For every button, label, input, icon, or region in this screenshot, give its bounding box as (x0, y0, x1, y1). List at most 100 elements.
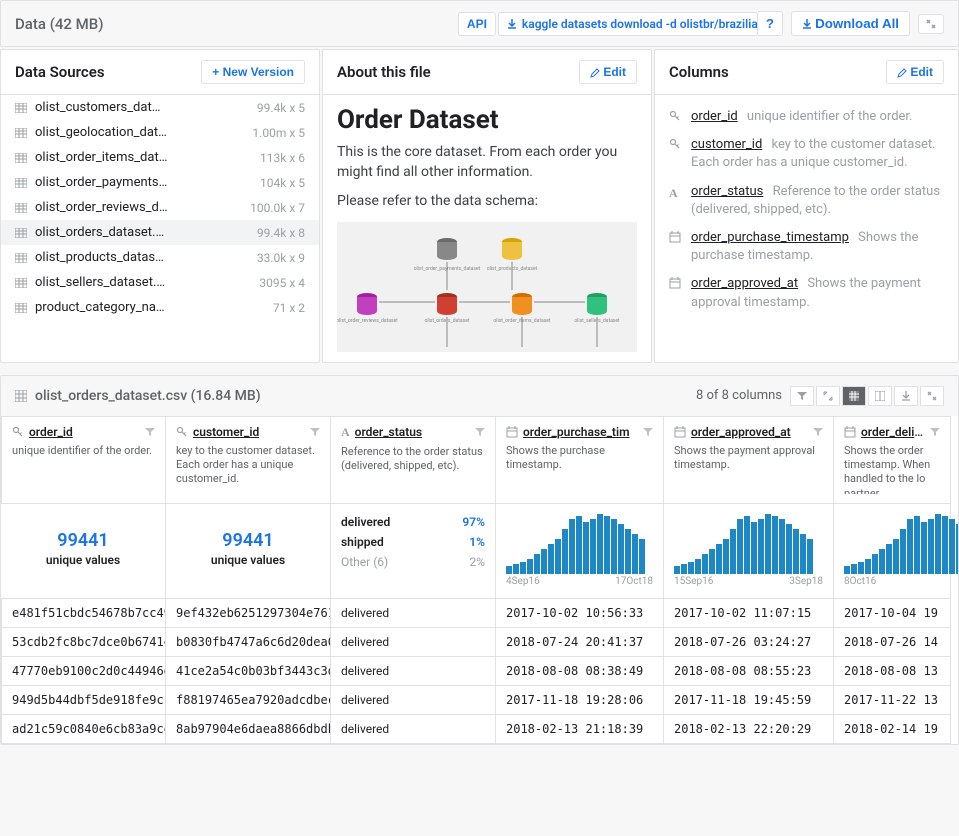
source-name: olist_customers_dat… (35, 100, 160, 115)
table-cell: 2018-02-13 21:18:39 (496, 715, 664, 744)
table-icon (15, 153, 27, 163)
table-cell: b0830fb4747a6c6d20dea0b8c802d7ef (166, 628, 331, 657)
data-sources-title: Data Sources (15, 63, 105, 81)
edit-columns-button[interactable]: Edit (886, 60, 944, 84)
filter-icon[interactable] (145, 427, 155, 437)
filter-button[interactable] (790, 386, 814, 406)
source-meta: 1.00m x 5 (252, 126, 305, 140)
table-cell: 2018-07-26 14 (834, 628, 951, 657)
table-cell: 2018-02-13 22:20:29 (664, 715, 834, 744)
source-meta: 104k x 5 (260, 176, 305, 190)
source-meta: 100.0k x 7 (250, 201, 305, 215)
download-command[interactable]: kaggle datasets download -d olistbr/braz… (498, 12, 758, 36)
filter-icon[interactable] (813, 427, 823, 437)
table-cell: 2017-10-02 10:56:33 (496, 599, 664, 628)
header-desc: Shows the purchase timestamp. (506, 444, 653, 494)
header-name: order_status (355, 425, 422, 439)
table-header: olist_orders_dataset.csv (16.84 MB) 8 of… (1, 376, 958, 416)
column-header[interactable]: order_idunique identifier of the order. (1, 416, 166, 504)
column-header[interactable]: order_purchase_timShows the purchase tim… (496, 416, 664, 504)
column-item[interactable]: customer_id key to the customer dataset.… (669, 131, 944, 177)
data-source-item[interactable]: olist_orders_dataset.…99.4k x 8 (1, 220, 319, 245)
category-pct: 2% (469, 555, 485, 569)
data-source-item[interactable]: olist_order_payments…104k x 5 (1, 170, 319, 195)
header-desc: unique identifier of the order. (12, 444, 155, 494)
key-icon (12, 426, 24, 438)
data-source-item[interactable]: product_category_na…71 x 2 (1, 295, 319, 320)
source-meta: 113k x 6 (260, 151, 305, 165)
source-meta: 3095 x 4 (259, 276, 305, 290)
source-name: olist_order_items_dat… (35, 150, 167, 165)
data-header: Data (42 MB) API kaggle datasets downloa… (0, 0, 959, 47)
column-stats: delivered97%shipped1%Other (6)2% (331, 504, 496, 599)
download-command-text: kaggle datasets download -d olistbr/braz… (522, 17, 758, 31)
data-source-item[interactable]: olist_sellers_dataset.… 3095 x 4 (1, 270, 319, 295)
table-file-name: olist_orders_dataset.csv (16.84 MB) (35, 388, 261, 404)
svg-text:olist_order_payments_dataset: olist_order_payments_dataset (414, 266, 481, 272)
date-icon (669, 231, 683, 243)
column-header[interactable]: order_approved_atShows the payment appro… (664, 416, 834, 504)
data-source-item[interactable]: olist_products_datas…33.0k x 9 (1, 245, 319, 270)
data-source-item[interactable]: olist_customers_dat… 99.4k x 5 (1, 95, 319, 120)
expand-button[interactable] (816, 386, 840, 406)
data-source-item[interactable]: olist_geolocation_dat… 1.00m x 5 (1, 120, 319, 145)
source-name: olist_geolocation_dat… (35, 125, 167, 140)
help-button[interactable]: ? (758, 11, 783, 36)
edit-about-button[interactable]: Edit (579, 60, 637, 84)
svg-text:olist_order_reviews_dataset: olist_order_reviews_dataset (337, 318, 398, 324)
svg-text:olist_order_items_dataset: olist_order_items_dataset (493, 318, 551, 324)
data-grid: order_idunique identifier of the order.c… (1, 416, 951, 744)
column-header[interactable]: order_delivereShows the order timestamp.… (834, 416, 951, 504)
filter-icon[interactable] (475, 427, 485, 437)
data-title: Data (42 MB) (15, 15, 104, 33)
column-header[interactable]: customer_idkey to the customer dataset. … (166, 416, 331, 504)
data-sources-panel: Data Sources + New Version olist_custome… (0, 49, 320, 363)
filter-icon[interactable] (310, 427, 320, 437)
text-icon: A (341, 425, 350, 440)
filter-icon[interactable] (643, 427, 653, 437)
columns-list: order_id unique identifier of the order.… (655, 95, 958, 325)
column-view-button[interactable] (868, 386, 892, 406)
table-cell: 2018-08-08 13 (834, 657, 951, 686)
header-name: order_approved_at (691, 425, 791, 439)
column-item[interactable]: order_approved_at Shows the payment appr… (669, 270, 944, 316)
column-count: 8 of 8 columns (696, 388, 782, 403)
about-file-panel: About this file Edit Order Dataset This … (322, 49, 652, 363)
fullscreen-button[interactable] (920, 386, 944, 406)
column-stats: 4Sep1617Oct18 (496, 504, 664, 599)
category-pct: 1% (469, 535, 485, 549)
header-name: order_delivere (861, 425, 925, 439)
source-name: olist_sellers_dataset.… (35, 275, 165, 290)
table-icon (15, 228, 27, 238)
grid-view-button[interactable] (842, 386, 866, 406)
column-item[interactable]: order_id unique identifier of the order. (669, 103, 944, 131)
category-label: delivered (341, 515, 390, 529)
date-icon (506, 426, 518, 438)
table-cell: delivered (331, 715, 496, 744)
close-button[interactable] (918, 14, 944, 34)
table-cell: e481f51cbdc54678b7cc49136f2d6af7 (1, 599, 166, 628)
key-icon (669, 138, 683, 150)
header-name: order_id (29, 425, 73, 439)
about-paragraph: This is the core dataset. From each orde… (337, 143, 637, 182)
table-icon (15, 103, 27, 113)
download-table-button[interactable] (894, 386, 918, 406)
source-name: olist_orders_dataset.… (35, 225, 164, 240)
table-icon (15, 253, 27, 263)
table-panel: olist_orders_dataset.csv (16.84 MB) 8 of… (0, 375, 959, 745)
table-cell: 2017-11-22 13 (834, 686, 951, 715)
column-header[interactable]: Aorder_statusReference to the order stat… (331, 416, 496, 504)
column-item[interactable]: order_purchase_timestamp Shows the purch… (669, 224, 944, 270)
download-icon (507, 19, 517, 29)
api-button[interactable]: API (458, 12, 496, 36)
download-all-button[interactable]: Download All (791, 11, 910, 36)
category-label: shipped (341, 535, 384, 549)
source-meta: 99.4k x 5 (257, 101, 305, 115)
data-source-item[interactable]: olist_order_items_dat… 113k x 6 (1, 145, 319, 170)
table-cell: 47770eb9100c2d0c44946d9cf07ec65d (1, 657, 166, 686)
data-source-item[interactable]: olist_order_reviews_d…100.0k x 7 (1, 195, 319, 220)
column-item[interactable]: Aorder_status Reference to the order sta… (669, 178, 944, 224)
table-cell: 2018-08-08 08:38:49 (496, 657, 664, 686)
filter-icon[interactable] (930, 427, 940, 437)
new-version-button[interactable]: + New Version (201, 60, 305, 84)
